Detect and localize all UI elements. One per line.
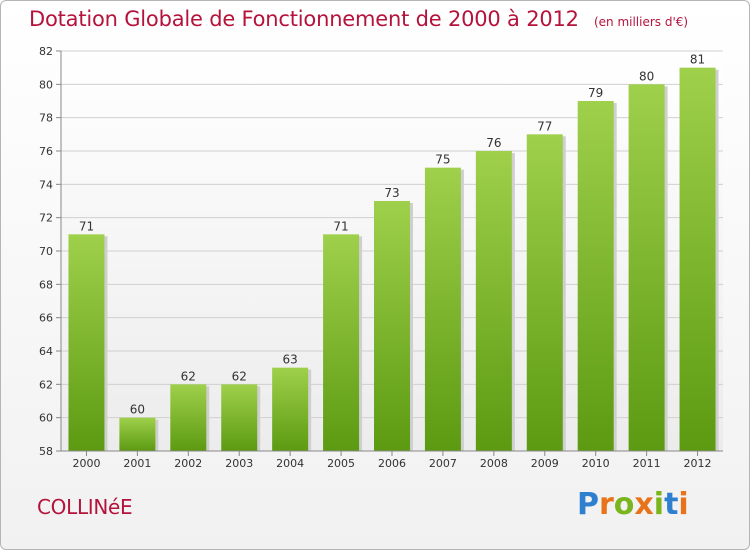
x-tick-label: 2011 [633, 457, 661, 470]
y-tick-label: 60 [39, 412, 53, 425]
x-tick-label: 2000 [72, 457, 100, 470]
data-label: 71 [79, 219, 94, 233]
data-label: 76 [486, 136, 501, 150]
bar [68, 234, 105, 451]
x-tick-label: 2009 [531, 457, 559, 470]
chart-title: Dotation Globale de Fonctionnement de 20… [29, 7, 579, 31]
x-axis: 2000 2001 2002 2003 2004 2005 2006 2007 2008 2009… [61, 450, 723, 470]
x-tick-label: 2001 [123, 457, 151, 470]
logo-letter: o [613, 487, 635, 522]
data-label: 71 [333, 219, 348, 233]
y-tick-label: 78 [39, 112, 53, 125]
logo-letter: x [634, 487, 654, 522]
bar [475, 151, 512, 451]
bar [526, 134, 563, 452]
data-label: 63 [283, 353, 298, 367]
data-label: 62 [232, 369, 247, 383]
bar [221, 384, 258, 451]
data-label: 79 [588, 86, 603, 100]
y-tick-label: 64 [39, 345, 53, 358]
bars [68, 67, 719, 452]
x-tick-label: 2005 [327, 457, 355, 470]
bar [577, 101, 614, 451]
logo-letter: P [577, 487, 599, 522]
title-row: Dotation Globale de Fonctionnement de 20… [29, 7, 688, 31]
data-label: 80 [639, 69, 654, 83]
data-label: 60 [130, 403, 145, 417]
x-tick-label: 2008 [480, 457, 508, 470]
y-tick-label: 68 [39, 278, 53, 291]
y-tick-label: 82 [39, 45, 53, 58]
bar [119, 417, 156, 451]
bar [679, 67, 716, 452]
logo-letter: r [599, 487, 614, 522]
data-label: 75 [435, 153, 450, 167]
x-tick-label: 2007 [429, 457, 457, 470]
x-tick-label: 2003 [225, 457, 253, 470]
y-tick-label: 80 [39, 78, 53, 91]
y-tick-label: 58 [39, 445, 53, 458]
y-tick-label: 62 [39, 378, 53, 391]
data-label: 77 [537, 119, 552, 133]
data-label: 73 [384, 186, 399, 200]
bar [424, 167, 461, 451]
y-tick-label: 74 [39, 178, 53, 191]
bar [374, 201, 410, 451]
chart-unit: (en milliers d'€) [593, 15, 689, 29]
logo-letter: i [653, 487, 665, 522]
y-tick-label: 66 [39, 312, 53, 325]
x-tick-label: 2012 [684, 457, 712, 470]
y-tick-label: 70 [39, 245, 53, 258]
y-tick-label: 76 [39, 145, 53, 158]
data-label: 81 [690, 53, 705, 67]
x-tick-label: 2004 [276, 457, 304, 470]
data-labels: 71 60 62 62 63 71 73 75 76 77 79 80 81 [79, 53, 705, 417]
logo-letter: t [664, 487, 679, 522]
proxiti-logo: Proxiti [577, 487, 689, 522]
x-tick-label: 2002 [174, 457, 202, 470]
bar [170, 384, 207, 451]
logo-letter: i [678, 487, 689, 522]
bar [272, 367, 309, 451]
y-axis: 58 60 62 64 66 68 70 72 74 76 78 80 82 [39, 45, 62, 458]
x-tick-label: 2010 [582, 457, 610, 470]
data-label: 62 [181, 369, 196, 383]
bar [323, 234, 360, 451]
commune-name: COLLINéE [37, 495, 133, 519]
bar [628, 84, 665, 451]
x-tick-label: 2006 [378, 457, 406, 470]
y-tick-label: 72 [39, 212, 53, 225]
